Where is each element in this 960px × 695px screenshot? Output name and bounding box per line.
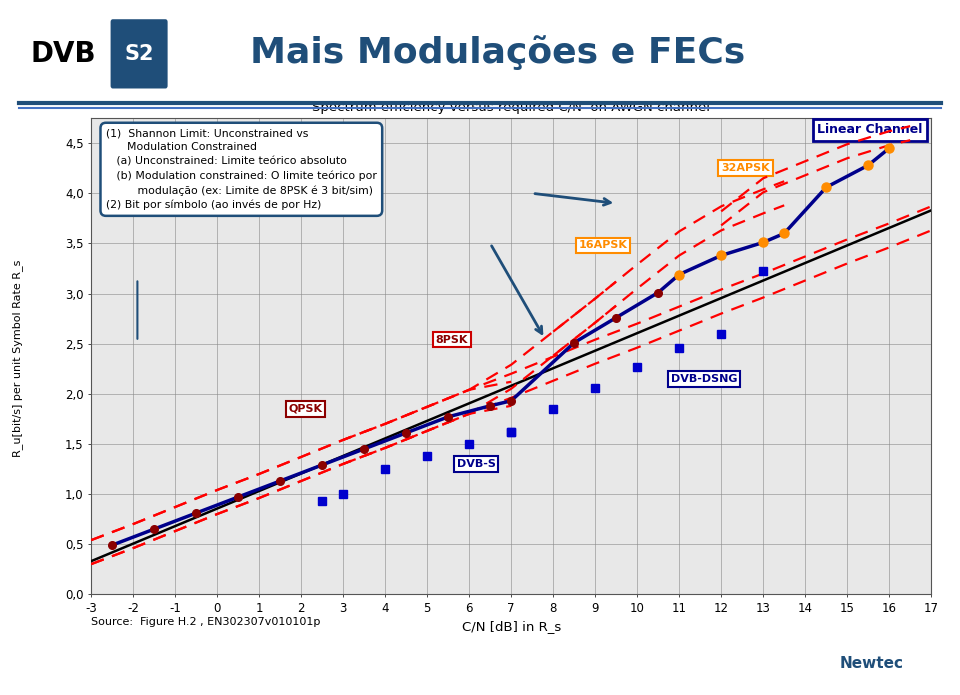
Text: 32APSK: 32APSK bbox=[721, 163, 770, 173]
Text: Mais Modulações e FECs: Mais Modulações e FECs bbox=[250, 35, 745, 70]
Text: Linear Channel: Linear Channel bbox=[817, 123, 923, 136]
Text: DVB-DSNG: DVB-DSNG bbox=[671, 374, 737, 384]
Text: DVB: DVB bbox=[31, 40, 96, 68]
Text: S2: S2 bbox=[125, 44, 154, 64]
Text: SHAPING THE FUTURE OF SATELLITE COMMUNICATIONS: SHAPING THE FUTURE OF SATELLITE COMMUNIC… bbox=[335, 654, 625, 664]
Text: QPSK: QPSK bbox=[289, 404, 323, 414]
Title: Spectrum efficiency versus required C/N  on AWGN channel: Spectrum efficiency versus required C/N … bbox=[312, 101, 710, 114]
X-axis label: C/N [dB] in R_s: C/N [dB] in R_s bbox=[462, 621, 561, 633]
FancyBboxPatch shape bbox=[110, 19, 168, 88]
Text: (1)  Shannon Limit: Unconstrained vs
      Modulation Constrained
   (a) Unconst: (1) Shannon Limit: Unconstrained vs Modu… bbox=[106, 128, 376, 211]
Text: R_u[bit/s] per unit Symbol Rate R_s: R_u[bit/s] per unit Symbol Rate R_s bbox=[12, 259, 23, 457]
Text: 16APSK: 16APSK bbox=[578, 240, 627, 250]
Text: 8PSK: 8PSK bbox=[436, 335, 468, 345]
Text: Newtec: Newtec bbox=[839, 655, 903, 671]
Text: DVB-S: DVB-S bbox=[457, 459, 495, 469]
Text: 16: 16 bbox=[17, 654, 38, 669]
Text: Source:  Figure H.2 , EN302307v010101p: Source: Figure H.2 , EN302307v010101p bbox=[91, 617, 321, 627]
